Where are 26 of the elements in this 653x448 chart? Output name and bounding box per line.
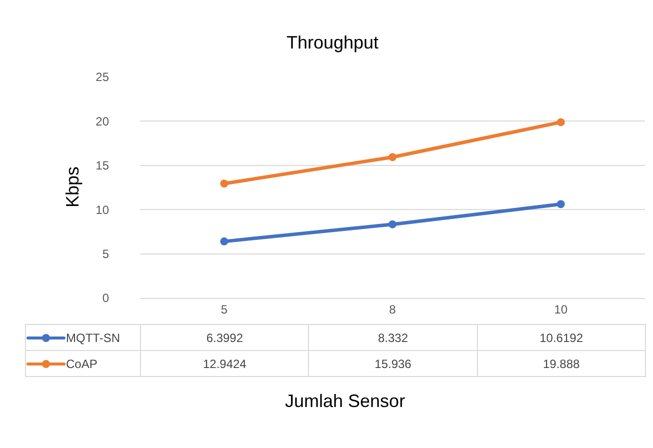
y-tick-label: 5 <box>102 247 110 261</box>
y-tick-label: 0 <box>102 291 110 306</box>
point <box>556 118 565 126</box>
data-label: 8.332 <box>308 324 478 350</box>
legend-label: CoAP <box>66 356 98 370</box>
x-tick-label: 5 <box>220 302 228 316</box>
x-tick-label: 8 <box>389 302 396 316</box>
legend-label: MQTT-SN <box>66 330 120 344</box>
point <box>556 200 565 208</box>
data-label: 19.888 <box>477 350 646 376</box>
point <box>388 220 396 228</box>
point <box>220 180 228 188</box>
data-label: 6.3992 <box>140 324 309 350</box>
x-tick-label: 10 <box>554 302 568 316</box>
data-label: 10.6192 <box>477 324 646 350</box>
y-tick-label: 20 <box>96 114 110 128</box>
y-tick-label: 25 <box>96 70 110 84</box>
data-label: 15.936 <box>308 350 478 376</box>
x-axis-title: Jumlah Sensor <box>285 391 406 411</box>
y-axis-title: Kbps <box>62 166 82 208</box>
chart-title: Throughput <box>286 32 379 52</box>
y-tick-label: 10 <box>96 202 110 217</box>
point <box>220 237 228 246</box>
data-label: 12.9424 <box>140 350 309 376</box>
y-tick-label: 15 <box>96 158 110 173</box>
point <box>388 153 396 162</box>
